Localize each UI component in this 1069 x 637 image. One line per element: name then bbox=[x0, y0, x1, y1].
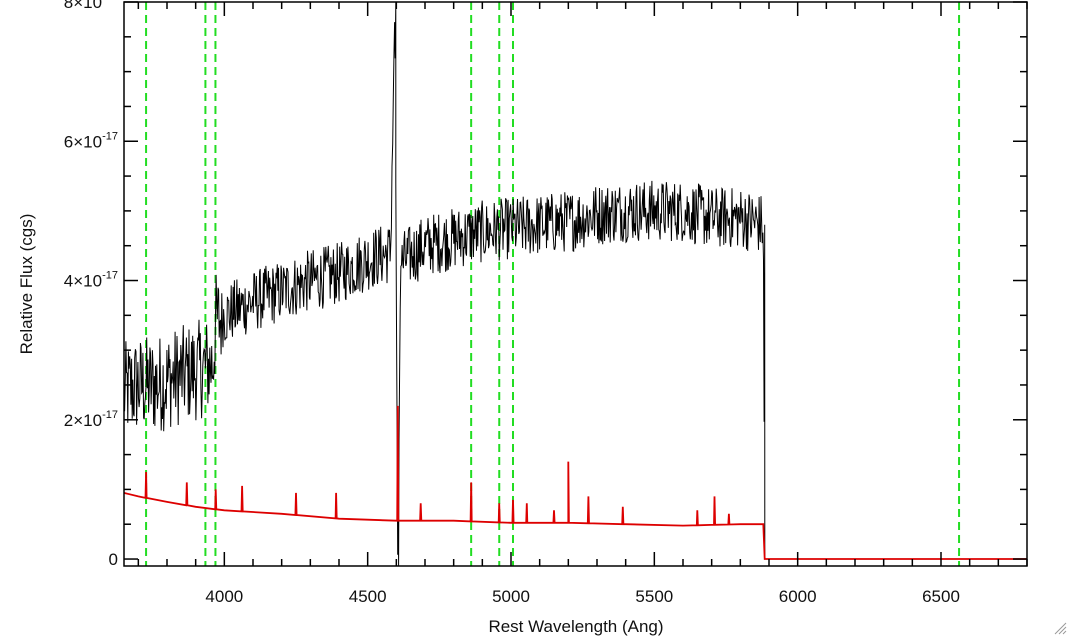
y-tick-label: 6×10-17 bbox=[64, 130, 118, 151]
plot-area bbox=[124, 2, 1027, 566]
resize-grip-icon[interactable] bbox=[1053, 621, 1067, 635]
y-tick-label: 4×10-17 bbox=[64, 270, 118, 291]
series-line-0 bbox=[124, 2, 1027, 566]
y-axis-title: Relative Flux (cgs) bbox=[17, 214, 36, 355]
series-line-1 bbox=[124, 405, 1027, 560]
x-tick-label: 6500 bbox=[922, 587, 960, 606]
x-tick-label: 4000 bbox=[205, 587, 243, 606]
plot-frame bbox=[123, 1, 1028, 567]
x-axis-title: Rest Wavelength (Ang) bbox=[488, 617, 663, 636]
x-tick-label: 4500 bbox=[349, 587, 387, 606]
axes: 4000 4500 5000 5500 6000 6500 0 2×10-17 4×10-17 6… bbox=[64, 0, 1028, 606]
y-tick-label: 8×10-17 bbox=[64, 0, 118, 12]
x-tick-label: 5000 bbox=[492, 587, 530, 606]
y-tick-label: 2×10-17 bbox=[64, 409, 118, 430]
y-tick-label: 0 bbox=[109, 550, 118, 569]
x-tick-label: 6000 bbox=[779, 587, 817, 606]
x-tick-label: 5500 bbox=[635, 587, 673, 606]
